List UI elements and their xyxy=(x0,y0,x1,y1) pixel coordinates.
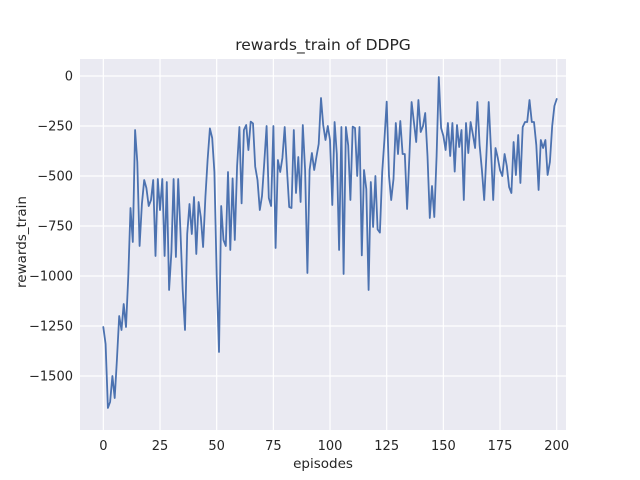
y-tick-label: −1000 xyxy=(29,270,73,285)
x-tick-label: 125 xyxy=(374,439,399,454)
y-tick-label: −250 xyxy=(37,120,73,135)
y-tick-labels: 0 −250 −500 −750 −1000 −1250 −1500 xyxy=(29,70,73,385)
x-tick-labels: 0 25 50 75 100 125 150 175 200 xyxy=(99,439,569,454)
x-tick-label: 150 xyxy=(431,439,456,454)
x-tick-label: 175 xyxy=(488,439,513,454)
x-tick-label: 200 xyxy=(544,439,569,454)
y-tick-label: −1500 xyxy=(29,370,73,385)
y-tick-label: −500 xyxy=(37,170,73,185)
y-axis-label: rewards_train xyxy=(14,196,30,288)
x-tick-label: 25 xyxy=(152,439,169,454)
x-tick-label: 50 xyxy=(208,439,225,454)
x-tick-label: 0 xyxy=(99,439,107,454)
reward-line-group xyxy=(102,76,558,409)
x-tick-label: 100 xyxy=(318,439,343,454)
x-tick-label: 75 xyxy=(265,439,282,454)
reward-line xyxy=(102,76,558,409)
chart-title: rewards_train of DDPG xyxy=(235,36,411,55)
y-tick-label: −1250 xyxy=(29,320,73,335)
x-axis-label: episodes xyxy=(293,456,353,472)
y-tick-label: −750 xyxy=(37,220,73,235)
y-tick-label: 0 xyxy=(65,70,73,85)
